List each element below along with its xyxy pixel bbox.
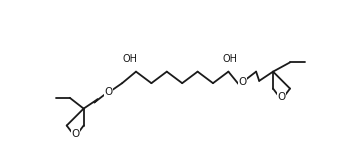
- Text: O: O: [104, 87, 113, 97]
- Text: O: O: [278, 92, 286, 102]
- Text: OH: OH: [222, 54, 238, 63]
- Text: O: O: [238, 77, 246, 87]
- Text: OH: OH: [122, 54, 137, 63]
- Text: O: O: [71, 129, 79, 139]
